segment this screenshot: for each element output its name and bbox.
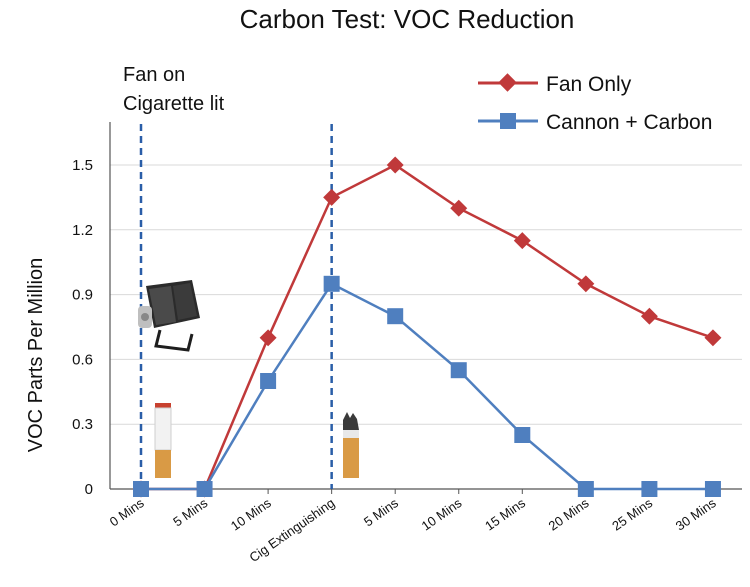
point-cannon-carbon (704, 481, 721, 497)
point-fan-only (386, 156, 404, 174)
point-cannon-carbon (641, 481, 658, 497)
legend-marker-cannon-carbon (500, 113, 516, 129)
x-tick-label: 5 Mins (170, 495, 210, 530)
y-axis: 0 0.3 0.6 0.9 1.2 1.5 (72, 122, 111, 498)
point-cannon-carbon (387, 308, 404, 325)
cigarette-lit-icon (154, 403, 172, 478)
y-tick-label: 0.6 (72, 351, 93, 368)
series-lines (141, 163, 714, 491)
y-tick-label: 0 (85, 481, 93, 498)
point-fan-only (704, 329, 722, 347)
series-line-fan-only (141, 163, 714, 491)
point-cannon-carbon (196, 481, 213, 497)
point-fan-only (577, 275, 595, 293)
point-cannon-carbon (323, 275, 340, 292)
x-tick-label: 10 Mins (419, 495, 465, 534)
x-tick-label: 15 Mins (482, 495, 528, 534)
legend-label-fan-only: Fan Only (546, 73, 632, 96)
y-tick-label: 0.3 (72, 416, 93, 433)
legend: Fan Only Cannon + Carbon (478, 73, 712, 134)
legend-label-cannon-carbon: Cannon + Carbon (546, 111, 712, 134)
point-fan-only (450, 199, 468, 217)
series-points (132, 156, 722, 498)
point-cannon-carbon (133, 481, 149, 497)
annotation-fan-on: Fan on (123, 64, 185, 86)
y-tick-label: 1.5 (72, 157, 93, 174)
x-tick-label: 5 Mins (361, 495, 401, 530)
cigarette-extinguished-icon (343, 412, 359, 478)
point-cannon-carbon (260, 373, 277, 389)
x-tick-label: 10 Mins (228, 495, 274, 534)
series-line-cannon-carbon (141, 282, 713, 491)
y-axis-label: VOC Parts Per Million (25, 258, 47, 453)
point-cannon-carbon (577, 481, 594, 497)
point-cannon-carbon (450, 362, 467, 379)
annotation-cigarette-lit: Cigarette lit (123, 93, 225, 115)
y-tick-label: 0.9 (72, 287, 93, 304)
chart-title: Carbon Test: VOC Reduction (240, 4, 575, 34)
x-tick-label: 20 Mins (546, 495, 592, 534)
point-fan-only (640, 307, 658, 325)
point-fan-only (323, 188, 341, 206)
y-tick-label: 1.2 (72, 222, 93, 239)
x-tick-label: 25 Mins (609, 495, 655, 534)
point-fan-only (259, 329, 277, 347)
camera-icon (138, 280, 200, 352)
gridlines (110, 164, 742, 490)
x-tick-label: 0 Mins (107, 495, 147, 530)
point-fan-only (513, 232, 531, 250)
x-tick-label: 30 Mins (673, 495, 719, 534)
legend-marker-fan-only (498, 73, 517, 92)
point-cannon-carbon (514, 427, 531, 443)
